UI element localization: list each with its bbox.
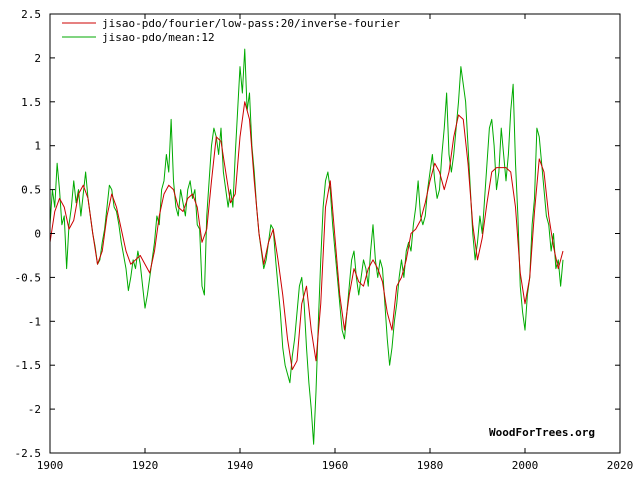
y-tick-label: 2.5: [21, 8, 41, 21]
legend: jisao-pdo/fourier/low-pass:20/inverse-fo…: [62, 17, 400, 44]
series-layer: [49, 48, 564, 445]
series-line-mean: [49, 48, 564, 445]
series-line-low-pass: [49, 101, 564, 371]
y-tick-label: -1: [28, 315, 41, 328]
y-tick-label: 1.5: [21, 96, 41, 109]
axes-layer: -2.5 -2 -1.5 -1 -0.5 0 0.5 1 1.5 2 2.5 1900 1920 1940…: [15, 8, 634, 472]
x-tick-label: 1980: [417, 459, 444, 472]
x-tick-label: 1900: [37, 459, 64, 472]
x-tick-label: 2020: [607, 459, 634, 472]
x-tick-label: 1960: [322, 459, 349, 472]
y-tick-label: 1: [34, 140, 41, 153]
legend-label: jisao-pdo/fourier/low-pass:20/inverse-fo…: [102, 17, 400, 30]
y-tick-label: -2.5: [15, 447, 42, 460]
y-tick-label: -1.5: [15, 359, 42, 372]
y-tick-label: 2: [34, 52, 41, 65]
y-tick-label: -2: [28, 403, 41, 416]
x-tick-label: 1940: [227, 459, 254, 472]
y-tick-label: 0.5: [21, 184, 41, 197]
credit-label: WoodForTrees.org: [489, 426, 595, 439]
x-tick-label: 1920: [132, 459, 159, 472]
legend-label: jisao-pdo/mean:12: [102, 31, 215, 44]
y-tick-label: 0: [34, 228, 41, 241]
x-tick-label: 2000: [512, 459, 539, 472]
y-tick-label: -0.5: [15, 271, 42, 284]
